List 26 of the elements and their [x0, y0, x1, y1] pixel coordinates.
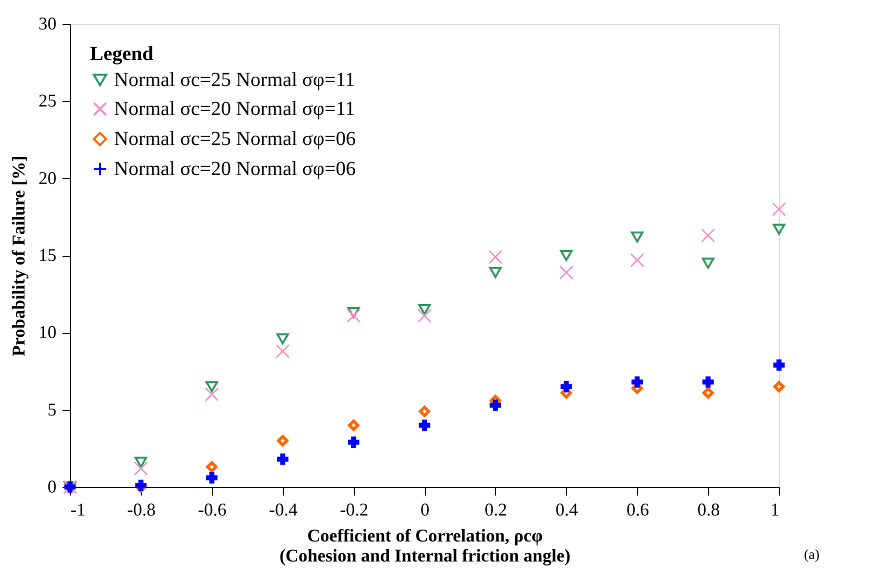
- y-tick-label: 20: [38, 168, 56, 188]
- x-tick-label: 0.8: [697, 500, 720, 520]
- legend-title: Legend: [90, 43, 154, 65]
- x-tick-label: 1: [770, 500, 780, 520]
- y-tick-label: 0: [48, 476, 56, 496]
- legend-label: Normal σc=20 Normal σφ=06: [114, 158, 356, 180]
- y-tick-label: 5: [48, 399, 56, 420]
- y-tick-label: 10: [38, 322, 56, 342]
- y-tick-label: 15: [38, 245, 56, 265]
- y-axis-title: Probability of Failure [%]: [8, 156, 28, 356]
- x-tick-label: -0.4: [268, 500, 298, 520]
- x-tick-label: -0.6: [198, 500, 227, 520]
- y-tick-label: 25: [38, 90, 56, 111]
- x-tick-label: 0: [420, 500, 430, 520]
- legend-label: Normal σc=25 Normal σφ=11: [114, 69, 355, 91]
- x-tick-label: -0.2: [340, 500, 368, 520]
- x-axis-title: Coefficient of Correlation, ρcφ (Cohesion and Internal friction angle): [279, 526, 571, 566]
- y-tick-label: 30: [38, 14, 56, 34]
- x-tick-label: 0.6: [626, 500, 649, 520]
- x-tick-label: 0.4: [556, 500, 578, 520]
- legend-label: Normal σc=25 Normal σφ=06: [114, 128, 356, 150]
- legend-label: Normal σc=20 Normal σφ=11: [114, 98, 355, 120]
- x-tick-label: 0.2: [484, 500, 508, 520]
- x-tick-label: -1: [70, 500, 86, 520]
- x-tick-label: -0.8: [127, 500, 156, 520]
- text: (a): [804, 548, 820, 563]
